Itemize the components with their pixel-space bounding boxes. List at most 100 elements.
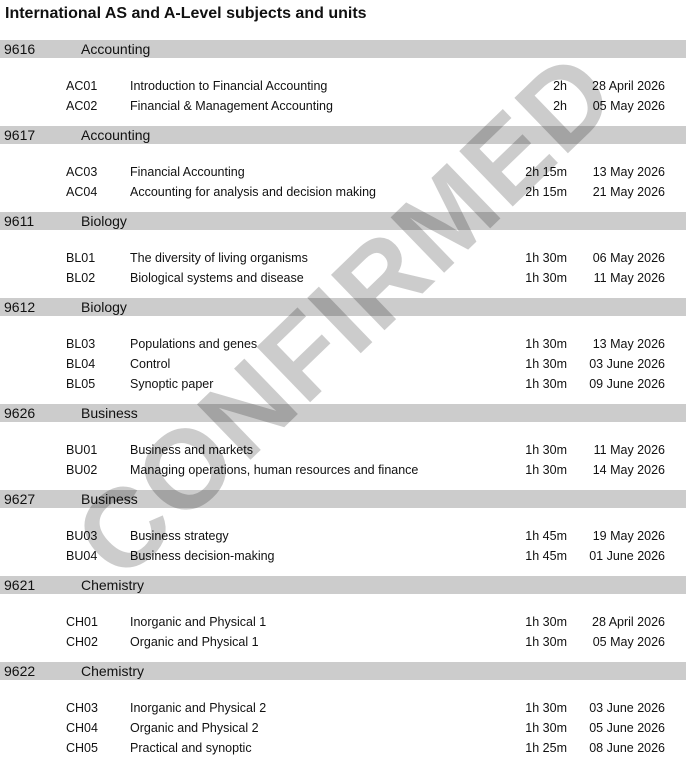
- unit-name: Accounting for analysis and decision mak…: [130, 185, 376, 199]
- subject-section: 9622 Chemistry CH03 Inorganic and Physic…: [0, 662, 686, 768]
- unit-date: 19 May 2026: [592, 529, 665, 543]
- unit-row: BL04 Control 1h 30m 03 June 2026: [0, 354, 686, 374]
- unit-duration: 2h 15m: [525, 165, 567, 179]
- page-title: International AS and A-Level subjects an…: [5, 5, 367, 22]
- subject-name: Biology: [81, 213, 127, 229]
- unit-name: Business and markets: [130, 443, 253, 457]
- unit-row: AC01 Introduction to Financial Accountin…: [0, 76, 686, 96]
- subject-code: 9617: [4, 127, 36, 143]
- subject-section: 9626 Business BU01 Business and markets …: [0, 404, 686, 490]
- unit-code: BL01: [66, 251, 96, 265]
- unit-date: 14 May 2026: [592, 463, 665, 477]
- unit-code: BU01: [66, 443, 98, 457]
- unit-date: 05 May 2026: [592, 635, 665, 649]
- subject-code: 9622: [4, 663, 36, 679]
- unit-date: 05 May 2026: [592, 99, 665, 113]
- unit-name: Synoptic paper: [130, 377, 214, 391]
- unit-row: BL01 The diversity of living organisms 1…: [0, 248, 686, 268]
- unit-date: 03 June 2026: [589, 357, 665, 371]
- unit-row: BU03 Business strategy 1h 45m 19 May 202…: [0, 526, 686, 546]
- unit-name: Business decision-making: [130, 549, 275, 563]
- unit-duration: 1h 30m: [525, 337, 567, 351]
- unit-name: Biological systems and disease: [130, 271, 304, 285]
- unit-duration: 1h 30m: [525, 443, 567, 457]
- unit-row: AC03 Financial Accounting 2h 15m 13 May …: [0, 162, 686, 182]
- unit-row: BL03 Populations and genes 1h 30m 13 May…: [0, 334, 686, 354]
- unit-row: CH04 Organic and Physical 2 1h 30m 05 Ju…: [0, 718, 686, 738]
- subject-name: Business: [81, 491, 138, 507]
- subject-name: Chemistry: [81, 663, 145, 679]
- unit-name: Business strategy: [130, 529, 229, 543]
- subject-name: Chemistry: [81, 577, 145, 593]
- subject-name: Accounting: [81, 127, 151, 143]
- unit-date: 13 May 2026: [592, 337, 665, 351]
- unit-code: CH05: [66, 741, 98, 755]
- unit-row: BL02 Biological systems and disease 1h 3…: [0, 268, 686, 288]
- unit-name: Populations and genes: [130, 337, 258, 351]
- unit-duration: 1h 30m: [525, 357, 567, 371]
- subject-section: 9611 Biology BL01 The diversity of livin…: [0, 212, 686, 298]
- unit-code: BL02: [66, 271, 96, 285]
- unit-duration: 1h 30m: [525, 635, 567, 649]
- unit-row: BU01 Business and markets 1h 30m 11 May …: [0, 440, 686, 460]
- subject-code: 9621: [4, 577, 36, 593]
- unit-date: 01 June 2026: [589, 549, 665, 563]
- unit-row: AC04 Accounting for analysis and decisio…: [0, 182, 686, 202]
- subject-code: 9626: [4, 405, 36, 421]
- subject-code: 9616: [4, 41, 36, 57]
- unit-duration: 1h 30m: [525, 615, 567, 629]
- unit-name: Inorganic and Physical 1: [130, 615, 267, 629]
- unit-duration: 1h 30m: [525, 251, 567, 265]
- unit-code: CH02: [66, 635, 98, 649]
- unit-code: AC03: [66, 165, 98, 179]
- subject-section: 9621 Chemistry CH01 Inorganic and Physic…: [0, 576, 686, 662]
- unit-duration: 2h: [553, 99, 567, 113]
- unit-row: CH01 Inorganic and Physical 1 1h 30m 28 …: [0, 612, 686, 632]
- unit-name: Introduction to Financial Accounting: [130, 79, 328, 93]
- unit-date: 09 June 2026: [589, 377, 665, 391]
- unit-duration: 1h 45m: [525, 529, 567, 543]
- unit-row: BL05 Synoptic paper 1h 30m 09 June 2026: [0, 374, 686, 394]
- unit-duration: 1h 30m: [525, 701, 567, 715]
- unit-name: Managing operations, human resources and…: [130, 463, 419, 477]
- subject-header: 9617 Accounting: [0, 126, 686, 144]
- subject-header: 9626 Business: [0, 404, 686, 422]
- unit-code: CH03: [66, 701, 98, 715]
- subject-header: 9622 Chemistry: [0, 662, 686, 680]
- subject-name: Accounting: [81, 41, 151, 57]
- unit-name: Inorganic and Physical 2: [130, 701, 267, 715]
- subject-code: 9612: [4, 299, 36, 315]
- subject-section: 9612 Biology BL03 Populations and genes …: [0, 298, 686, 404]
- unit-code: AC04: [66, 185, 98, 199]
- unit-date: 05 June 2026: [589, 721, 665, 735]
- unit-date: 06 May 2026: [592, 251, 665, 265]
- subject-name: Biology: [81, 299, 127, 315]
- unit-date: 28 April 2026: [592, 79, 665, 93]
- unit-code: BU02: [66, 463, 98, 477]
- unit-row: CH03 Inorganic and Physical 2 1h 30m 03 …: [0, 698, 686, 718]
- subject-header: 9621 Chemistry: [0, 576, 686, 594]
- subject-name: Business: [81, 405, 138, 421]
- unit-code: BU04: [66, 549, 98, 563]
- unit-duration: 1h 30m: [525, 721, 567, 735]
- unit-row: CH05 Practical and synoptic 1h 25m 08 Ju…: [0, 738, 686, 758]
- unit-row: BU02 Managing operations, human resource…: [0, 460, 686, 480]
- unit-date: 11 May 2026: [593, 443, 665, 457]
- unit-duration: 2h: [553, 79, 567, 93]
- unit-duration: 2h 15m: [525, 185, 567, 199]
- unit-name: Organic and Physical 1: [130, 635, 259, 649]
- unit-row: AC02 Financial & Management Accounting 2…: [0, 96, 686, 116]
- subject-section: 9627 Business BU03 Business strategy 1h …: [0, 490, 686, 576]
- unit-code: AC02: [66, 99, 98, 113]
- subject-code: 9627: [4, 491, 36, 507]
- subject-header: 9611 Biology: [0, 212, 686, 230]
- unit-date: 08 June 2026: [589, 741, 665, 755]
- unit-code: BU03: [66, 529, 98, 543]
- unit-name: Financial & Management Accounting: [130, 99, 333, 113]
- unit-date: 03 June 2026: [589, 701, 665, 715]
- unit-code: CH01: [66, 615, 98, 629]
- unit-code: CH04: [66, 721, 98, 735]
- unit-row: BU04 Business decision-making 1h 45m 01 …: [0, 546, 686, 566]
- unit-name: Practical and synoptic: [130, 741, 252, 755]
- unit-code: AC01: [66, 79, 98, 93]
